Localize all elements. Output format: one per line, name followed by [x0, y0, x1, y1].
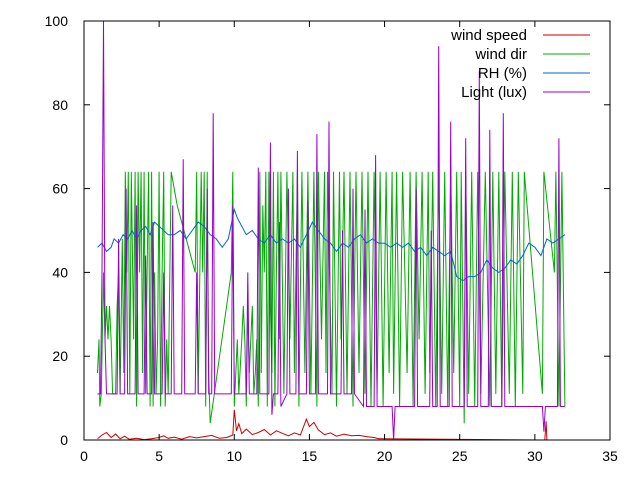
legend-label-2: RH (%) — [478, 65, 527, 82]
x-tick-label: 30 — [527, 448, 543, 464]
series-line-1 — [97, 171, 566, 424]
x-tick-label: 35 — [602, 448, 618, 464]
x-tick-label: 10 — [226, 448, 242, 464]
y-tick-label: 80 — [52, 97, 68, 113]
x-tick-label: 15 — [302, 448, 318, 464]
y-tick-label: 20 — [52, 348, 68, 364]
y-tick-label: 60 — [52, 181, 68, 197]
series-line-0 — [97, 409, 550, 440]
y-tick-label: 40 — [52, 264, 68, 280]
y-axis: 0 20 40 60 80 100 — [45, 13, 610, 448]
legend: wind speed wind dir RH (%) Light (lux) — [450, 27, 590, 101]
legend-label-3: Light (lux) — [461, 84, 527, 101]
x-tick-label: 5 — [155, 448, 163, 464]
plot-frame — [83, 20, 611, 441]
y-tick-label: 100 — [45, 13, 69, 29]
legend-label-1: wind dir — [474, 46, 527, 63]
y-tick-label: 0 — [60, 432, 68, 448]
x-tick-label: 0 — [80, 448, 88, 464]
series-layer — [97, 21, 566, 440]
legend-label-0: wind speed — [450, 27, 527, 44]
x-tick-label: 20 — [377, 448, 393, 464]
series-line-2 — [97, 207, 566, 282]
x-axis: 0 5 10 15 20 25 30 35 — [80, 21, 618, 464]
x-tick-label: 25 — [452, 448, 468, 464]
series-line-3 — [97, 21, 565, 440]
